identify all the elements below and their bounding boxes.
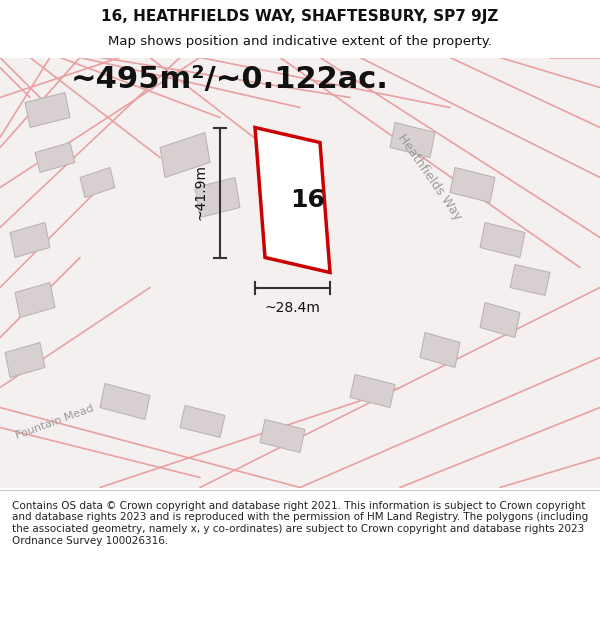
Text: 16, HEATHFIELDS WAY, SHAFTESBURY, SP7 9JZ: 16, HEATHFIELDS WAY, SHAFTESBURY, SP7 9J… xyxy=(101,9,499,24)
Polygon shape xyxy=(180,406,225,437)
Polygon shape xyxy=(450,168,495,202)
Polygon shape xyxy=(15,282,55,318)
Polygon shape xyxy=(5,342,45,377)
Polygon shape xyxy=(160,132,210,178)
Text: Contains OS data © Crown copyright and database right 2021. This information is : Contains OS data © Crown copyright and d… xyxy=(12,501,588,546)
Text: Map shows position and indicative extent of the property.: Map shows position and indicative extent… xyxy=(108,35,492,48)
Text: ~495m²/~0.122ac.: ~495m²/~0.122ac. xyxy=(71,65,389,94)
Polygon shape xyxy=(25,92,70,128)
Text: ~28.4m: ~28.4m xyxy=(265,301,320,316)
Polygon shape xyxy=(350,374,395,408)
Polygon shape xyxy=(420,332,460,367)
Text: 16: 16 xyxy=(290,188,325,212)
Polygon shape xyxy=(35,142,75,172)
Polygon shape xyxy=(10,222,50,258)
Polygon shape xyxy=(255,127,330,272)
Polygon shape xyxy=(480,222,525,258)
Polygon shape xyxy=(510,264,550,296)
Polygon shape xyxy=(195,177,240,217)
Text: ~41.9m: ~41.9m xyxy=(194,164,208,221)
Polygon shape xyxy=(260,419,305,452)
Polygon shape xyxy=(390,122,435,158)
Polygon shape xyxy=(480,302,520,338)
Polygon shape xyxy=(100,384,150,419)
Text: Heathfields Way: Heathfields Way xyxy=(395,132,464,223)
Text: Fountain Mead: Fountain Mead xyxy=(14,404,95,441)
Polygon shape xyxy=(80,168,115,198)
